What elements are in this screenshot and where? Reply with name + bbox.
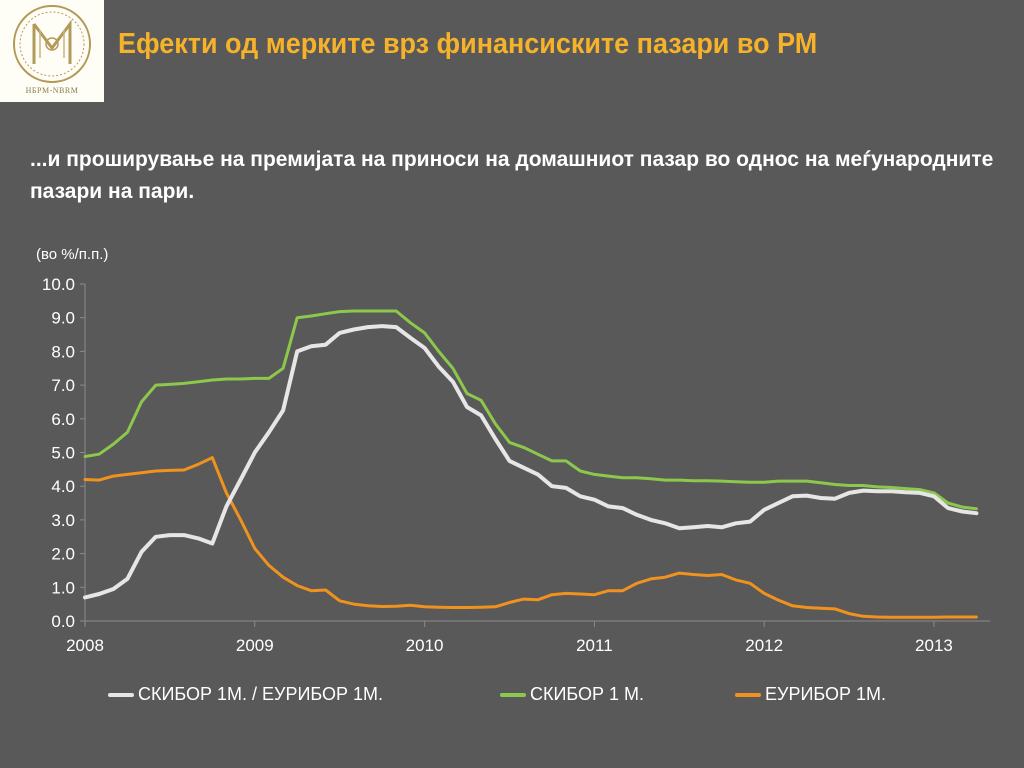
x-tick-label: 2011 [576, 636, 613, 655]
x-tick-label: 2008 [66, 636, 104, 655]
x-tick-label: 2010 [406, 636, 444, 655]
y-tick-label: 4.0 [51, 477, 75, 496]
series-line-skibor-1m [83, 309, 978, 511]
legend-item: СКИБОР 1М. / ЕУРИБОР 1М. [108, 684, 383, 705]
legend-swatch [500, 692, 526, 697]
y-tick-label: 1.0 [51, 578, 75, 597]
y-tick-label: 9.0 [51, 309, 75, 328]
line-chart: 0.0 1.0 2.0 3.0 4.0 5.0 6.0 7.0 8.0 9.0 10.0 2008 20… [42, 275, 990, 655]
legend-label: СКИБОР 1 М. [530, 684, 645, 704]
logo-text: НБРМ-NBRM [25, 86, 79, 95]
x-tick-label: 2012 [745, 636, 783, 655]
nbrm-logo: НБРМ-NBRM [0, 0, 104, 102]
legend-label: СКИБОР 1М. / ЕУРИБОР 1М. [138, 684, 384, 704]
x-tick-label: 2013 [915, 636, 953, 655]
y-tick-label: 2.0 [51, 545, 75, 564]
logo-seal-icon [13, 5, 91, 83]
legend-swatch [108, 692, 134, 697]
y-tick-label: 5.0 [51, 444, 75, 463]
legend-item: СКИБОР 1 М. [500, 684, 644, 705]
legend-item: ЕУРИБОР 1М. [735, 684, 886, 705]
y-tick-label: 3.0 [51, 511, 75, 530]
y-tick-label: 6.0 [51, 410, 75, 429]
slide-title: Ефекти од мерките врз финансиските пазар… [118, 28, 818, 60]
chart-legend: СКИБОР 1М. / ЕУРИБОР 1М. СКИБОР 1 М. ЕУРИБ… [0, 684, 1024, 710]
y-tick-label: 10.0 [42, 275, 75, 294]
slide-subtitle: ...и проширување на премијата на приноси… [30, 148, 994, 203]
legend-label: ЕУРИБОР 1М. [765, 684, 887, 704]
y-tick-label: 7.0 [51, 376, 75, 395]
series-line-euribor-1m [83, 456, 978, 619]
series-line-skibor-euribor-spread [83, 324, 979, 600]
unit-label: (во %/п.п.) [36, 246, 109, 263]
legend-swatch [735, 692, 761, 697]
y-tick-label: 0.0 [51, 612, 75, 631]
x-tick-label: 2009 [236, 636, 274, 655]
y-tick-label: 8.0 [51, 342, 75, 361]
